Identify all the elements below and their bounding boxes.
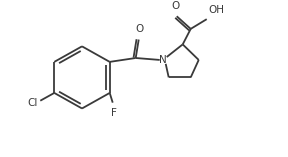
Text: O: O bbox=[136, 24, 144, 34]
Text: N: N bbox=[159, 55, 166, 65]
Text: OH: OH bbox=[209, 5, 225, 15]
Text: F: F bbox=[111, 108, 117, 119]
Text: O: O bbox=[172, 1, 180, 11]
Text: Cl: Cl bbox=[27, 98, 37, 108]
